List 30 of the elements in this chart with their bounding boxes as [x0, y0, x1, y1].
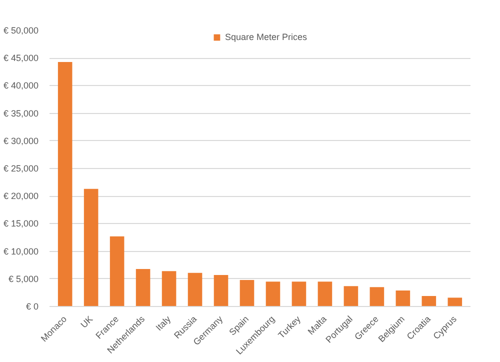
- bar: [84, 188, 98, 306]
- bar: [162, 271, 176, 306]
- x-tick-label: Italy: [154, 314, 173, 333]
- y-tick-label: € 5,000: [8, 274, 39, 284]
- y-tick-label: € 35,000: [3, 108, 39, 118]
- bar: [422, 296, 436, 306]
- y-tick-label: € 30,000: [3, 136, 39, 146]
- bar: [136, 268, 150, 306]
- bar: [292, 282, 306, 306]
- y-tick-label: € 25,000: [3, 164, 39, 174]
- bar: [396, 290, 410, 306]
- y-tick-label: € 40,000: [3, 80, 39, 91]
- y-tick-label: € 0: [26, 302, 39, 312]
- y-tick-label: € 15,000: [3, 218, 39, 229]
- bar: [240, 280, 254, 306]
- y-tick-label: € 45,000: [3, 53, 39, 64]
- bar: [370, 287, 384, 306]
- bar: [318, 282, 332, 306]
- bar: [58, 62, 72, 306]
- legend-label: Square Meter Prices: [224, 32, 308, 42]
- bar: [188, 272, 202, 306]
- y-tick-label: € 10,000: [3, 246, 39, 256]
- bar: [266, 282, 280, 306]
- bar: [448, 298, 462, 306]
- bar: [344, 286, 358, 306]
- bar: [214, 275, 228, 306]
- bar: [110, 236, 124, 306]
- y-tick-label: € 50,000: [3, 26, 39, 36]
- y-tick-label: € 20,000: [3, 191, 39, 202]
- x-tick-label: UK: [78, 314, 95, 330]
